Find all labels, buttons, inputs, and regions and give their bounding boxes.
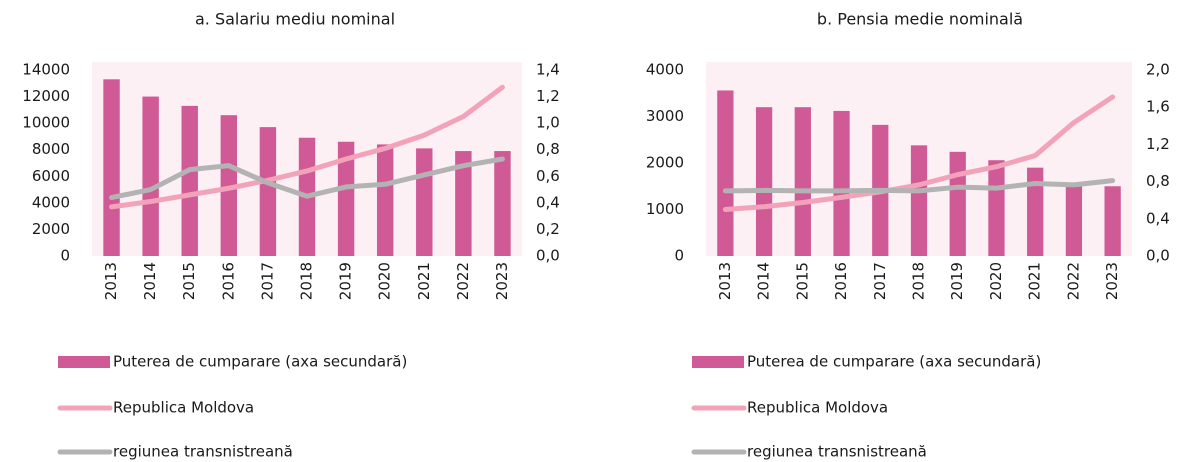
legend-label: Republica Moldova: [747, 399, 888, 417]
x-tick-label: 2021: [1026, 262, 1044, 300]
x-tick-label: 2022: [454, 262, 472, 300]
y2-tick-label: 0,0: [1146, 247, 1170, 265]
x-tick-label: 2013: [716, 262, 734, 300]
y2-tick-label: 0,0: [536, 247, 560, 265]
panel: b. Pensia medie nominală 0 1000 2000 3000 400…: [646, 10, 1170, 461]
bar: [717, 90, 734, 257]
x-tick-label: 2019: [948, 262, 966, 300]
y2-tick-label: 1,0: [536, 114, 560, 132]
legend-label: regiunea transnistreană: [113, 443, 293, 461]
bar: [1065, 184, 1083, 256]
legend-swatch: [58, 356, 110, 368]
y-tick-label: 0: [60, 247, 70, 265]
y-tick-label: 6000: [32, 167, 70, 185]
bar: [1027, 167, 1044, 256]
bar: [1104, 186, 1121, 256]
x-tick-label: 2020: [376, 262, 394, 300]
y-tick-label: 3000: [646, 107, 684, 125]
y-tick-label: 2000: [646, 154, 684, 172]
y2-tick-label: 1,4: [536, 61, 560, 79]
x-tick-label: 2021: [415, 262, 433, 300]
line: [722, 178, 1116, 194]
y-tick-label: 12000: [22, 87, 70, 105]
bar: [259, 127, 277, 256]
y2-tick-label: 0,4: [1146, 209, 1170, 227]
legend-label: Republica Moldova: [113, 399, 254, 417]
y-tick-label: 10000: [22, 114, 70, 132]
bar: [949, 151, 966, 256]
x-tick-label: 2015: [793, 262, 811, 300]
bar: [755, 107, 773, 256]
x-tick-label: 2014: [141, 262, 159, 300]
y-tick-label: 14000: [22, 61, 70, 79]
bar: [455, 151, 472, 256]
legend-swatch: [692, 356, 744, 368]
bar: [220, 115, 238, 257]
bar: [910, 145, 928, 256]
bar: [376, 144, 394, 256]
y2-tick-label: 1,6: [1146, 98, 1170, 116]
bar: [181, 105, 198, 256]
bar: [988, 160, 1005, 256]
x-tick-label: 2023: [493, 262, 511, 300]
x-tick-label: 2016: [219, 262, 237, 300]
bar: [794, 107, 811, 256]
y2-tick-label: 0,2: [536, 220, 560, 238]
bar: [494, 151, 511, 256]
y2-tick-label: 0,8: [536, 140, 560, 158]
chart-title: b. Pensia medie nominală: [817, 10, 1023, 29]
y2-tick-label: 1,2: [1146, 135, 1170, 153]
y-tick-label: 0: [674, 247, 684, 265]
x-tick-label: 2013: [102, 262, 120, 300]
y2-tick-label: 1,2: [536, 87, 560, 105]
bar: [142, 96, 159, 256]
line: [109, 156, 505, 201]
x-tick-label: 2014: [755, 262, 773, 300]
x-tick-label: 2019: [337, 262, 355, 300]
x-tick-label: 2020: [987, 262, 1005, 300]
y2-tick-label: 0,6: [536, 167, 560, 185]
panel: a. Salariu mediu nominal 0 2000 4000 6000 800…: [22, 10, 560, 461]
y2-tick-label: 2,0: [1146, 61, 1170, 79]
y-tick-label: 4000: [32, 193, 70, 211]
legend-label: Puterea de cumparare (axa secundară): [747, 353, 1041, 371]
y-tick-label: 1000: [646, 200, 684, 218]
bar: [416, 148, 433, 256]
x-tick-label: 2016: [832, 262, 850, 300]
legend-label: regiunea transnistreană: [747, 443, 927, 461]
y-tick-label: 2000: [32, 220, 70, 238]
y-tick-label: 8000: [32, 140, 70, 158]
x-tick-label: 2017: [258, 262, 276, 300]
bar: [103, 79, 120, 256]
x-tick-label: 2015: [180, 262, 198, 300]
y-tick-label: 4000: [646, 61, 684, 79]
line: [722, 94, 1116, 212]
chart-title: a. Salariu mediu nominal: [195, 10, 395, 29]
x-tick-label: 2018: [298, 262, 316, 300]
bar: [337, 141, 355, 256]
x-tick-label: 2017: [871, 262, 889, 300]
legend-label: Puterea de cumparare (axa secundară): [113, 353, 407, 371]
y2-tick-label: 0,4: [536, 193, 560, 211]
x-tick-label: 2023: [1103, 262, 1121, 300]
bar: [833, 110, 850, 256]
x-tick-label: 2018: [910, 262, 928, 300]
line: [109, 84, 505, 210]
y2-tick-label: 0,8: [1146, 172, 1170, 190]
x-tick-label: 2022: [1064, 262, 1082, 300]
